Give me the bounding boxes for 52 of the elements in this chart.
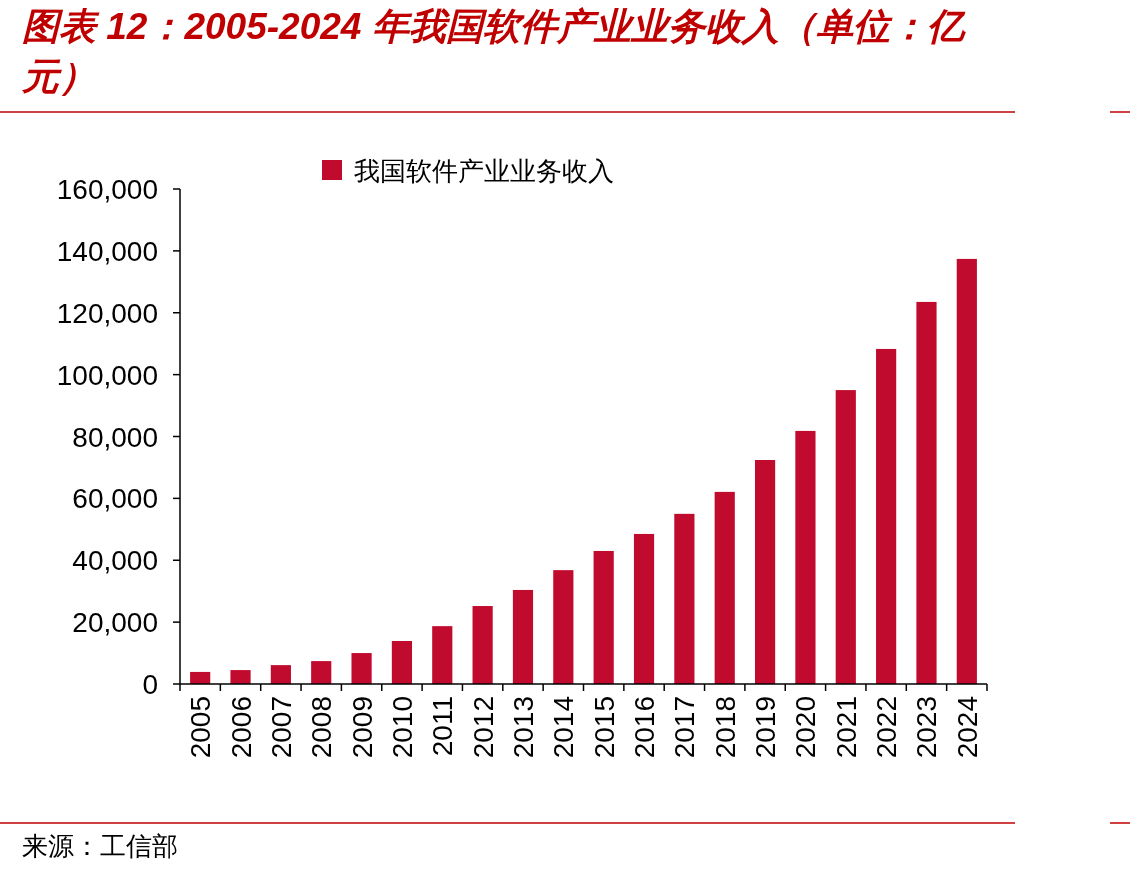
bar bbox=[553, 570, 574, 684]
x-tick-label: 2015 bbox=[588, 696, 620, 759]
x-tick-label: 2023 bbox=[911, 696, 943, 759]
bar bbox=[835, 390, 856, 684]
y-tick-label: 0 bbox=[142, 669, 158, 700]
bar bbox=[512, 589, 534, 684]
legend-label: 我国软件产业业务收入 bbox=[354, 156, 614, 186]
bar bbox=[311, 661, 332, 684]
bar bbox=[916, 301, 937, 684]
x-tick-label: 2020 bbox=[790, 696, 822, 759]
chart-title: 图表 12：2005-2024 年我国软件产业业务收入（单位：亿元） bbox=[22, 5, 967, 99]
bar bbox=[714, 491, 735, 684]
x-tick-label: 2012 bbox=[467, 696, 499, 759]
x-tick-label: 2019 bbox=[750, 696, 782, 759]
x-tick-label: 2022 bbox=[871, 696, 903, 759]
bar bbox=[956, 258, 977, 684]
x-tick-label: 2013 bbox=[507, 696, 539, 759]
bar bbox=[754, 460, 776, 684]
bar bbox=[190, 671, 211, 684]
bar bbox=[593, 550, 614, 684]
x-tick-label: 2014 bbox=[548, 696, 580, 759]
bar bbox=[351, 653, 372, 684]
bar bbox=[391, 641, 413, 684]
x-tick-label: 2010 bbox=[386, 696, 418, 759]
x-tick-label: 2009 bbox=[346, 696, 378, 759]
bar bbox=[230, 670, 251, 684]
y-tick-label: 140,000 bbox=[56, 235, 158, 267]
bar bbox=[270, 665, 291, 684]
y-tick-label: 20,000 bbox=[72, 607, 158, 639]
bar bbox=[472, 606, 493, 684]
x-tick-label: 2007 bbox=[265, 696, 297, 759]
y-tick-label: 80,000 bbox=[72, 421, 158, 453]
x-tick-label: 2008 bbox=[306, 696, 338, 759]
x-tick-label: 2021 bbox=[830, 696, 862, 759]
bar bbox=[432, 626, 453, 684]
y-tick-label: 120,000 bbox=[56, 297, 158, 329]
y-tick-label: 100,000 bbox=[56, 359, 158, 391]
bar bbox=[795, 430, 816, 684]
bar bbox=[674, 513, 695, 684]
y-tick-label: 60,000 bbox=[72, 483, 158, 515]
source-note: 来源：工信部 bbox=[22, 831, 178, 861]
y-tick-label: 160,000 bbox=[56, 174, 158, 205]
x-tick-label: 2016 bbox=[629, 696, 661, 759]
bar bbox=[876, 348, 897, 684]
x-tick-label: 2011 bbox=[427, 696, 459, 757]
x-tick-label: 2024 bbox=[951, 696, 983, 759]
x-tick-label: 2006 bbox=[225, 696, 257, 759]
x-tick-label: 2018 bbox=[709, 696, 741, 759]
x-tick-label: 2017 bbox=[669, 696, 701, 759]
bar bbox=[633, 533, 655, 684]
y-tick-label: 40,000 bbox=[72, 545, 158, 577]
x-tick-label: 2005 bbox=[185, 696, 217, 759]
